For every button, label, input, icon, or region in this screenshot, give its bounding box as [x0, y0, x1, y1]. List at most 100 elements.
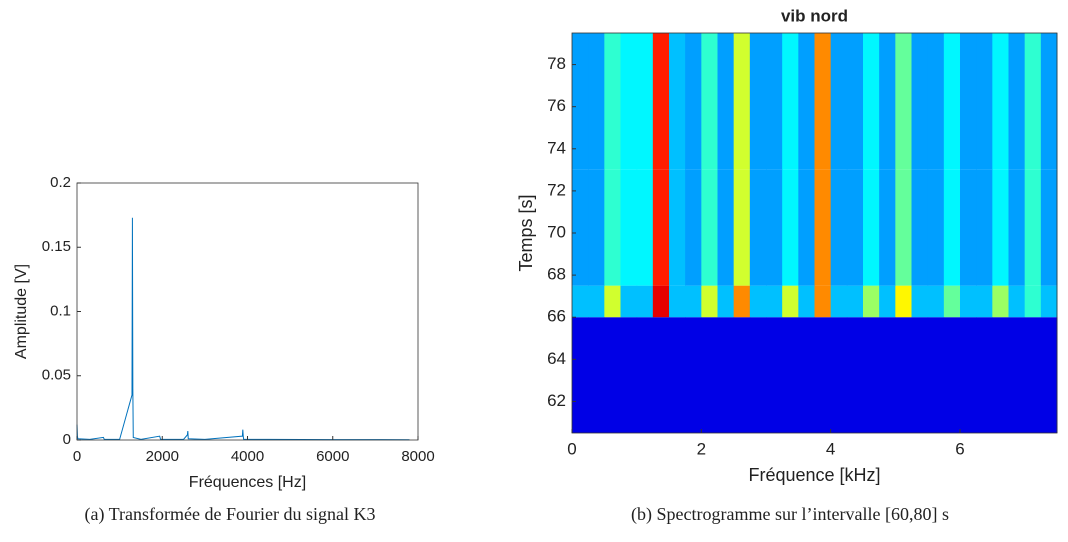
- x-tick-label: 0: [73, 448, 81, 465]
- y-tick-label: 78: [547, 54, 566, 73]
- heat-cell: [717, 33, 735, 170]
- heat-cell: [846, 169, 864, 286]
- heat-cell: [604, 317, 621, 433]
- heat-cell: [976, 285, 993, 318]
- heat-cell: [652, 317, 670, 433]
- heat-cell: [749, 317, 767, 433]
- heat-cell: [927, 33, 945, 170]
- y-tick-label: 70: [547, 222, 566, 241]
- heat-cell: [733, 33, 751, 170]
- heat-cell: [814, 169, 832, 286]
- heat-cell: [749, 285, 767, 318]
- heat-cell: [669, 33, 686, 170]
- heat-cell: [669, 285, 686, 318]
- heat-cell: [879, 33, 896, 170]
- heat-cell: [830, 169, 848, 286]
- chart-title: vib nord: [781, 6, 848, 25]
- heat-cell: [1040, 285, 1058, 318]
- heat-cell: [701, 33, 718, 170]
- x-tick-label: 4000: [231, 448, 264, 465]
- heat-cell: [766, 285, 783, 318]
- heat-cell: [879, 285, 896, 318]
- heat-cell: [830, 317, 848, 433]
- y-tick-label: 0.15: [42, 238, 71, 255]
- x-tick-label: 6000: [316, 448, 349, 465]
- heat-cell: [798, 285, 815, 318]
- heat-cell: [992, 33, 1009, 170]
- heat-cell: [879, 169, 896, 286]
- caption: (a) Transformée de Fourier du signal K3: [85, 504, 376, 525]
- heat-cell: [1040, 33, 1058, 170]
- heat-cell: [717, 285, 735, 318]
- heat-cell: [1040, 317, 1058, 433]
- heat-cell: [588, 285, 605, 318]
- heat-cell: [701, 317, 718, 433]
- heat-cell: [976, 317, 993, 433]
- y-tick-label: 62: [547, 391, 566, 410]
- y-axis-label: Amplitude [V]: [13, 264, 30, 359]
- heat-cell: [733, 169, 751, 286]
- heat-cell: [782, 285, 799, 318]
- x-tick-label: 2000: [146, 448, 179, 465]
- heat-cell: [798, 33, 815, 170]
- axes-box: [76, 182, 419, 441]
- heat-cell: [895, 317, 912, 433]
- heat-cell: [960, 285, 977, 318]
- heat-cell: [895, 169, 912, 286]
- heat-cell: [960, 317, 977, 433]
- heat-cell: [830, 33, 848, 170]
- heat-cell: [669, 317, 686, 433]
- caption: (b) Spectrogramme sur l’intervalle [60,8…: [631, 504, 949, 525]
- spectrum-line: [76, 217, 410, 441]
- heat-cell: [620, 169, 638, 286]
- heat-cell: [960, 33, 977, 170]
- heat-cell: [879, 317, 896, 433]
- heat-cell: [1008, 317, 1026, 433]
- y-tick-label: 0.1: [50, 302, 71, 319]
- heat-cell: [572, 169, 589, 286]
- heat-cell: [685, 317, 702, 433]
- y-axis-label: Temps [s]: [516, 194, 536, 271]
- heat-cell: [976, 169, 993, 286]
- y-tick-label: 0.05: [42, 367, 71, 384]
- heat-cell: [636, 317, 654, 433]
- heat-cell: [1024, 317, 1042, 433]
- heat-cell: [766, 33, 783, 170]
- heat-cell: [620, 317, 638, 433]
- heat-cell: [766, 169, 783, 286]
- x-tick-label: 4: [826, 439, 835, 458]
- heat-cell: [636, 33, 654, 170]
- heat-cell: [798, 317, 815, 433]
- heat-cell: [604, 285, 621, 318]
- heat-cell: [911, 33, 929, 170]
- y-tick-label: 66: [547, 307, 566, 326]
- heat-cell: [636, 285, 654, 318]
- y-tick-label: 0.2: [50, 174, 71, 191]
- heat-cell: [927, 169, 945, 286]
- heat-cell: [588, 317, 605, 433]
- y-tick-label: 76: [547, 96, 566, 115]
- heat-cell: [701, 285, 718, 318]
- heat-cell: [652, 33, 670, 170]
- x-tick-label: 0: [567, 439, 576, 458]
- heat-cell: [652, 169, 670, 286]
- y-tick-label: 72: [547, 180, 566, 199]
- heat-cell: [733, 317, 751, 433]
- heat-cell: [927, 285, 945, 318]
- heat-cell: [911, 285, 929, 318]
- heat-cell: [782, 317, 799, 433]
- heat-cell: [588, 169, 605, 286]
- heat-cell: [749, 33, 767, 170]
- heat-cell: [685, 33, 702, 170]
- heat-cell: [863, 33, 880, 170]
- heat-cell: [943, 285, 961, 318]
- x-tick-label: 8000: [401, 448, 434, 465]
- heat-cell: [1024, 33, 1042, 170]
- heat-cell: [911, 169, 929, 286]
- y-tick-label: 68: [547, 265, 566, 284]
- heat-cell: [717, 317, 735, 433]
- heat-cell: [685, 285, 702, 318]
- x-tick-label: 6: [955, 439, 964, 458]
- heat-cell: [814, 317, 832, 433]
